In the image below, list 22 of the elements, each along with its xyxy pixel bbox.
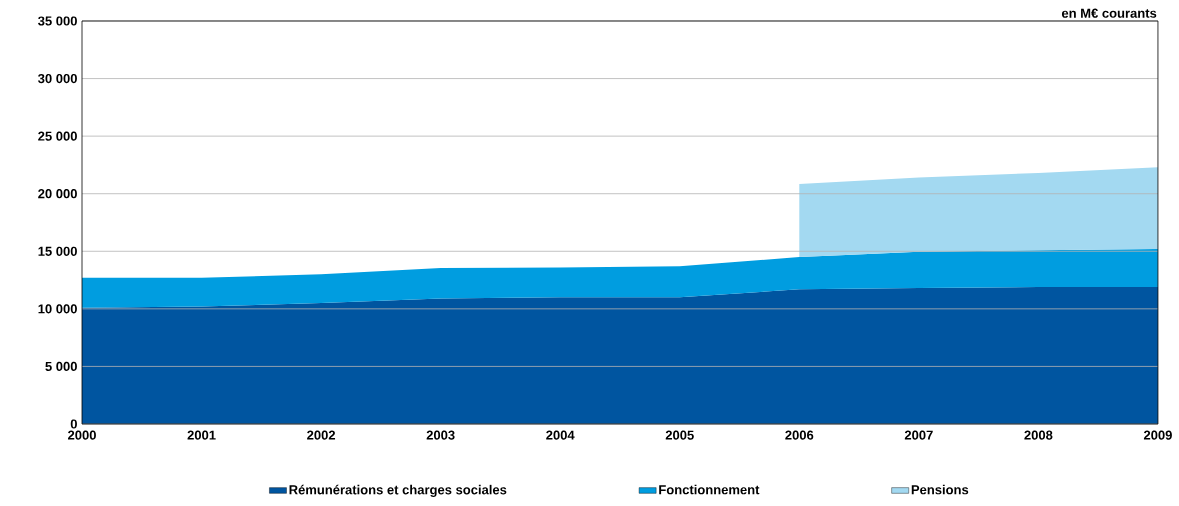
x-tick-label: 2007: [904, 430, 933, 440]
text: en M€ courants: [1061, 8, 1157, 18]
x-tick-label: 2008: [1024, 430, 1053, 440]
y-tick-label: 0: [70, 419, 77, 429]
legend-label: Fonctionnement: [659, 484, 760, 495]
y-tick-label: 10 000: [38, 304, 77, 314]
y-tick-label: 15 000: [38, 246, 77, 256]
legend-label: Pensions: [911, 484, 969, 495]
y-tick-label: 25 000: [38, 131, 77, 141]
x-tick-label: 2000: [68, 430, 96, 440]
x-tick-label: 2005: [665, 430, 694, 440]
x-tick-label: 2001: [187, 430, 216, 440]
x-tick-label: 2006: [785, 430, 814, 440]
x-tick-label: 2004: [546, 430, 575, 440]
x-tick-label: 2009: [1143, 430, 1172, 440]
y-tick-label: 30 000: [38, 73, 77, 84]
x-tick-label: 2002: [307, 430, 336, 440]
legend-label: Rémunérations et charges sociales: [289, 484, 507, 498]
y-tick-label: 35 000: [38, 16, 77, 26]
x-tick-label: 2003: [426, 430, 455, 440]
y-tick-label: 20 000: [38, 189, 77, 199]
y-tick-label: 5 000: [45, 361, 77, 372]
